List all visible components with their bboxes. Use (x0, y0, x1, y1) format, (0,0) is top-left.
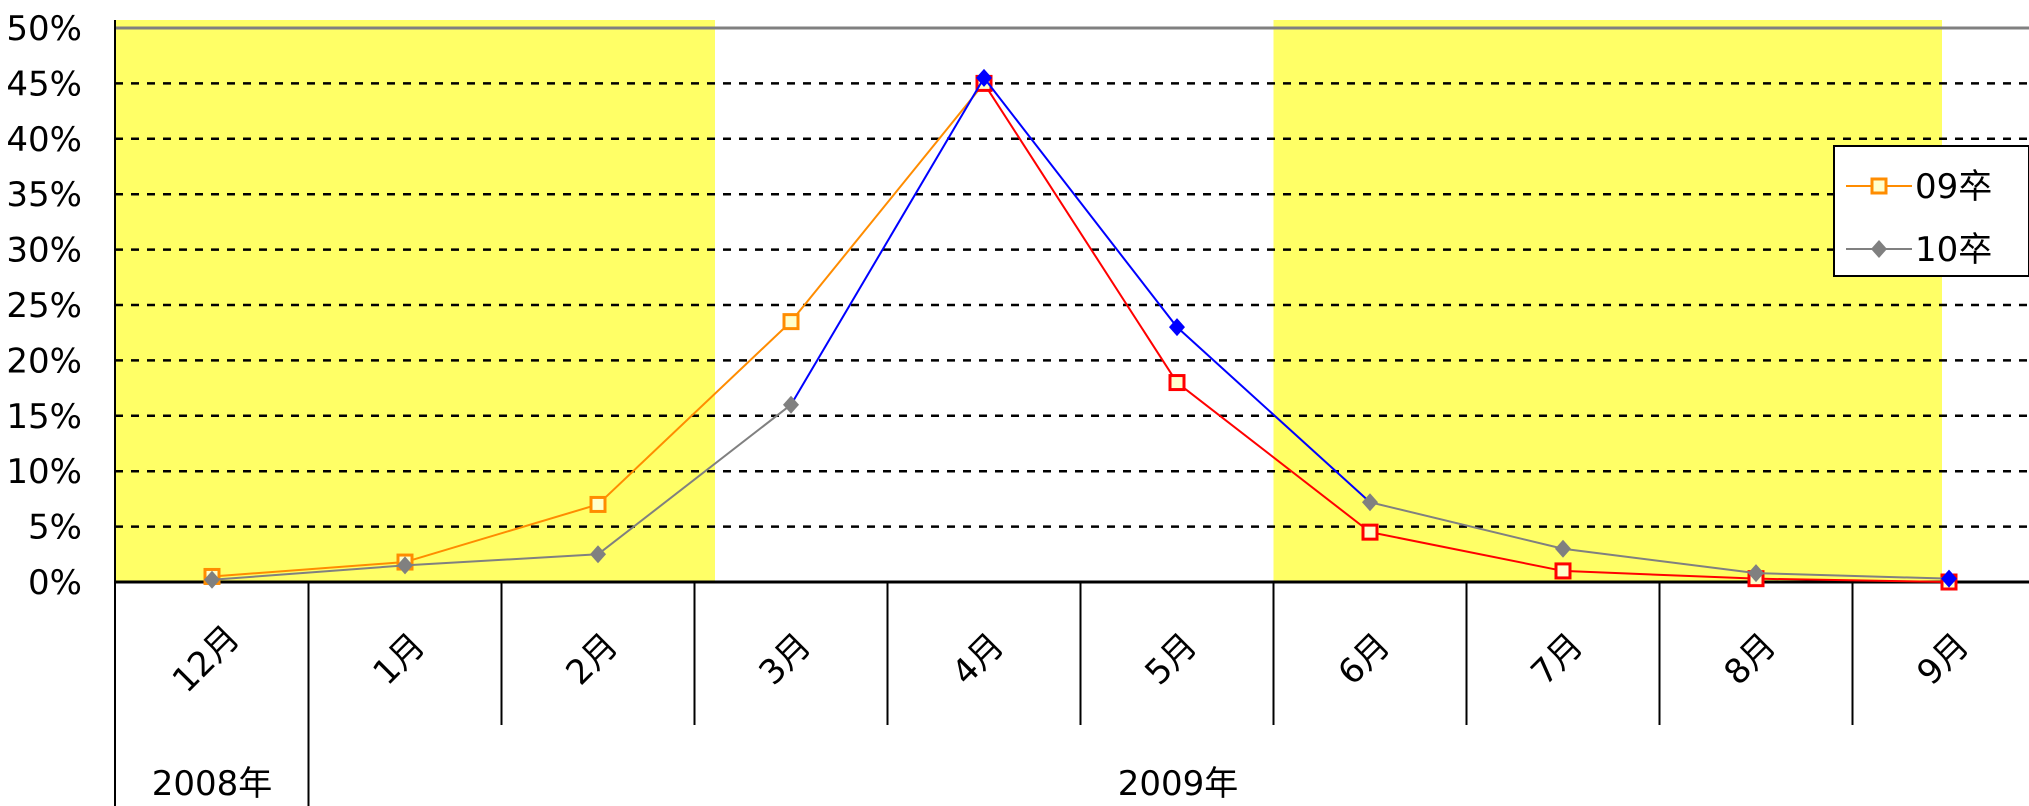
series-segment (1176, 326, 1371, 503)
data-point-diamond (976, 68, 992, 87)
series-segment (597, 320, 792, 506)
y-tick-label: 25% (6, 286, 82, 326)
category-label: 7月 (1523, 625, 1591, 693)
legend-label: 10卒 (1915, 230, 1992, 270)
data-point-diamond (1169, 318, 1185, 337)
category-label: 3月 (751, 625, 819, 693)
y-tick-label: 20% (6, 341, 82, 381)
y-tick-label: 50% (6, 9, 82, 49)
series-segment (1369, 531, 1564, 572)
shaded-regions (115, 20, 1942, 582)
y-tick-label: 15% (6, 397, 82, 437)
y-tick-label: 5% (28, 508, 82, 548)
shaded-region (1273, 20, 1942, 582)
data-point-square (1168, 374, 1186, 392)
category-label: 9月 (1909, 625, 1977, 693)
series-segment (597, 403, 792, 556)
data-point-square (782, 313, 800, 331)
category-label: 12月 (165, 618, 248, 701)
legend: 09卒 10卒 (1833, 145, 2029, 277)
x-axis-year-groups: 2008年 2009年 (152, 764, 1239, 804)
series-segment (983, 82, 1178, 384)
category-label: 8月 (1716, 625, 1784, 693)
year-group-label: 2008年 (152, 764, 273, 804)
category-label: 4月 (944, 625, 1012, 693)
legend-marker (1870, 177, 1888, 195)
category-label: 5月 (1137, 625, 1205, 693)
data-point-diamond (783, 395, 799, 414)
legend-label: 09卒 (1915, 167, 1992, 207)
series-segment (1755, 577, 1950, 583)
data-point-diamond (1941, 569, 1957, 588)
series-segment (1562, 569, 1757, 580)
data-point-square (589, 495, 607, 513)
y-axis-ticks: 0% 5% 10% 15% 20% 25% 30% 35% 40% 45% 50% (6, 9, 82, 603)
year-group-label: 2009年 (1118, 764, 1239, 804)
series-segment (1562, 547, 1757, 575)
legend-box (1833, 145, 2029, 277)
data-point-diamond (204, 570, 220, 589)
data-point-diamond (1362, 493, 1378, 512)
data-point-square (1554, 562, 1572, 580)
series-segment (983, 77, 1178, 328)
y-tick-label: 30% (6, 231, 82, 271)
series-segment (1176, 381, 1371, 533)
data-point-diamond (1555, 539, 1571, 558)
data-point-diamond (590, 545, 606, 564)
category-label: 1月 (365, 625, 433, 693)
data-point-diamond (397, 556, 413, 575)
series-segment (404, 503, 599, 564)
series-segment (404, 553, 599, 567)
category-label: 6月 (1330, 625, 1398, 693)
category-label: 2月 (558, 625, 626, 693)
y-tick-label: 35% (6, 175, 82, 215)
series-lines (203, 68, 1958, 591)
data-point-square (1361, 523, 1379, 541)
y-tick-label: 40% (6, 120, 82, 160)
data-point-diamond (1748, 564, 1764, 583)
y-tick-label: 45% (6, 64, 82, 104)
series-segment (790, 77, 985, 406)
axes (114, 20, 2029, 806)
y-tick-label: 10% (6, 452, 82, 492)
x-axis-categories: 12月 1月 2月 3月 4月 5月 6月 7月 8月 9月 (165, 618, 1977, 701)
series-segment (1755, 572, 1950, 580)
series-segment (790, 82, 985, 323)
shaded-region (115, 20, 715, 582)
series-segment (1369, 501, 1564, 550)
series-segment (211, 564, 406, 581)
y-tick-label: 0% (28, 563, 82, 603)
series-segment (211, 561, 406, 578)
legend-marker (1871, 240, 1887, 258)
gridlines (115, 26, 2029, 528)
